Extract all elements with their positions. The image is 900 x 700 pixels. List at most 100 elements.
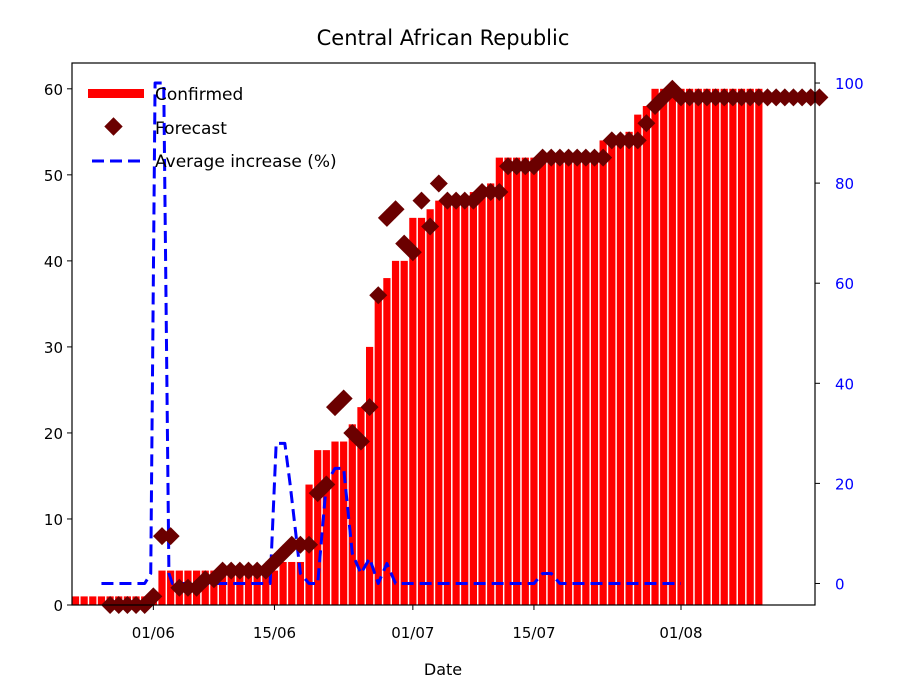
confirmed-bar xyxy=(668,88,676,605)
forecast-marker xyxy=(317,475,336,494)
average-increase-layer xyxy=(101,81,681,585)
average-increase-line xyxy=(101,81,681,585)
confirmed-bar xyxy=(487,183,495,605)
confirmed-bar xyxy=(660,88,668,605)
confirmed-bar xyxy=(391,260,400,605)
right-y-tick-label: 100 xyxy=(835,75,864,93)
left-y-tick-label: 50 xyxy=(44,167,63,185)
confirmed-bar xyxy=(322,450,330,605)
forecast-marker xyxy=(421,217,440,236)
confirmed-bar xyxy=(495,157,503,605)
confirmed-bar xyxy=(340,441,348,605)
forecast-marker xyxy=(628,131,647,150)
forecast-marker xyxy=(490,183,509,202)
confirmed-bar xyxy=(729,88,737,605)
confirmed-bar xyxy=(253,570,261,605)
right-y-tick-label: 80 xyxy=(835,175,854,193)
forecast-marker xyxy=(360,398,379,417)
confirmed-bar xyxy=(71,596,80,605)
right-y-tick-label: 60 xyxy=(835,275,854,293)
confirmed-bar xyxy=(262,570,270,605)
plot-area-frame xyxy=(71,62,816,606)
forecast-marker xyxy=(637,114,656,133)
forecast-marker xyxy=(161,527,180,546)
confirmed-bar xyxy=(590,157,599,605)
confirmed-bar xyxy=(677,88,685,605)
confirmed-bar xyxy=(409,217,417,606)
confirmed-bar xyxy=(348,424,356,605)
confirmed-bar xyxy=(530,157,538,605)
right-y-axis: 0 20 40 60 80 100 xyxy=(815,75,864,593)
confirmed-bar xyxy=(625,131,633,605)
x-tick-label: 01/06 xyxy=(132,624,175,642)
confirmed-bar xyxy=(703,88,711,605)
forecast-marker xyxy=(429,174,448,193)
chart-title: Central African Republic xyxy=(317,26,570,50)
confirmed-bar xyxy=(227,570,235,605)
confirmed-bar xyxy=(296,561,304,605)
legend-forecast-marker xyxy=(104,117,123,136)
bars-layer xyxy=(71,88,763,606)
confirmed-bar xyxy=(443,200,452,605)
confirmed-bar xyxy=(400,260,408,605)
confirmed-bar xyxy=(556,157,564,605)
confirmed-bar xyxy=(573,157,581,605)
left-y-tick-label: 60 xyxy=(44,81,63,99)
right-y-tick-label: 40 xyxy=(835,375,854,393)
x-tick-label: 01/08 xyxy=(659,624,702,642)
legend-average-increase-label: Average increase (%) xyxy=(155,152,337,172)
forecast-marker xyxy=(594,148,613,167)
right-y-tick-label: 0 xyxy=(835,575,845,593)
confirmed-bar xyxy=(651,88,659,605)
confirmed-bar xyxy=(270,570,279,605)
x-tick-label: 01/07 xyxy=(391,624,434,642)
confirmed-bar xyxy=(634,114,642,606)
legend-confirmed-swatch xyxy=(88,89,144,98)
confirmed-bar xyxy=(97,596,106,605)
confirmed-bar xyxy=(608,140,616,605)
x-axis-label: Date xyxy=(424,660,462,679)
confirmed-bar xyxy=(452,200,460,605)
confirmed-bar xyxy=(357,407,365,605)
confirmed-bar xyxy=(642,106,650,606)
confirmed-bar xyxy=(417,217,426,606)
confirmed-bar xyxy=(426,209,434,605)
confirmed-bar xyxy=(564,157,573,605)
confirmed-bar xyxy=(469,192,477,606)
forecast-marker xyxy=(351,432,370,451)
confirmed-bar xyxy=(461,200,469,605)
confirmed-bar xyxy=(513,157,521,605)
confirmed-bar xyxy=(720,88,728,605)
legend-confirmed-label: Confirmed xyxy=(155,85,243,105)
left-y-axis: 0 10 20 30 40 50 60 xyxy=(44,81,72,615)
forecast-marker xyxy=(403,243,422,262)
left-y-tick-label: 30 xyxy=(44,339,63,357)
confirmed-bar xyxy=(737,88,746,605)
forecast-layer xyxy=(101,79,829,614)
left-y-tick-label: 0 xyxy=(53,597,63,615)
confirmed-bar xyxy=(539,157,547,605)
confirmed-bar xyxy=(746,88,754,605)
confirmed-bar xyxy=(158,570,166,605)
confirmed-bar xyxy=(383,278,391,605)
x-axis: 01/06 15/06 01/07 15/07 01/08 xyxy=(132,605,703,642)
forecast-marker xyxy=(300,535,319,554)
right-y-tick-label: 20 xyxy=(835,475,854,493)
confirmed-bar xyxy=(288,561,296,605)
confirmed-bar xyxy=(218,570,227,605)
confirmed-bar xyxy=(366,346,374,605)
confirmed-bar xyxy=(547,157,555,605)
forecast-marker xyxy=(369,286,388,305)
left-y-tick-label: 20 xyxy=(44,425,63,443)
confirmed-bar xyxy=(89,596,97,605)
confirmed-bar xyxy=(236,570,244,605)
confirmed-bar xyxy=(435,200,443,605)
legend: Confirmed Forecast Average increase (%) xyxy=(88,85,337,172)
confirmed-bar xyxy=(521,157,529,605)
confirmed-bar xyxy=(504,157,512,605)
legend-forecast-label: Forecast xyxy=(155,119,227,139)
left-y-tick-label: 40 xyxy=(44,253,63,271)
confirmed-bar xyxy=(599,140,607,605)
confirmed-bar xyxy=(374,295,382,605)
